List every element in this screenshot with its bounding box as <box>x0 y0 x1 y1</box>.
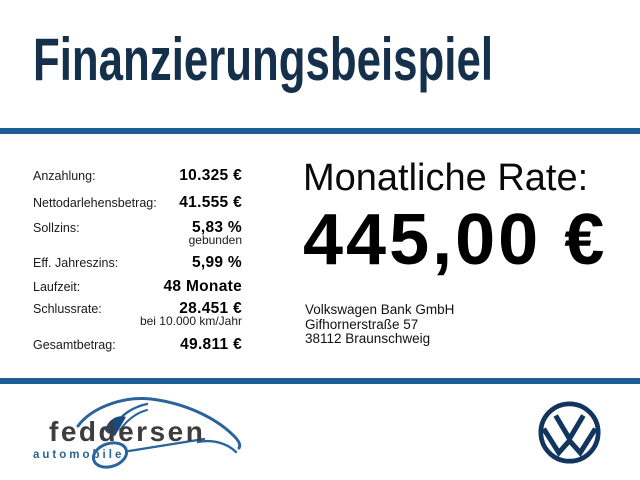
finance-label: Schlussrate: <box>33 302 102 316</box>
finance-label: Laufzeit: <box>33 280 81 294</box>
finance-value: 49.811 € <box>180 336 242 353</box>
car-sketch-icon <box>76 397 242 469</box>
dealer-subtitle: automobile <box>33 449 124 461</box>
finance-value: 5,83 % <box>191 219 242 236</box>
vw-logo-icon <box>538 401 601 464</box>
finance-row-sollzins: Sollzins: 5,83 % <box>33 219 242 237</box>
finance-label: Sollzins: <box>33 221 80 235</box>
finance-row-schlussrate: Schlussrate: 28.451 € <box>33 300 242 318</box>
finance-label: Gesamtbetrag: <box>33 338 116 352</box>
dealer-logo: feddersen automobile <box>33 397 242 469</box>
finance-label: Nettodarlehensbetrag: <box>33 196 157 210</box>
bottom-divider <box>0 378 640 384</box>
bank-city: 38112 Braunschweig <box>305 331 431 346</box>
finance-value: 41.555 € <box>179 194 242 211</box>
finance-label: Eff. Jahreszins: <box>33 256 119 270</box>
bank-street: Gifhornerstraße 57 <box>305 316 419 332</box>
finance-value: 28.451 € <box>179 300 242 317</box>
bank-name: Volkswagen Bank GmbH <box>305 302 455 317</box>
monthly-rate-amount: 445,00 € <box>303 200 608 280</box>
finance-row-gesamtbetrag: Gesamtbetrag: 49.811 € <box>33 336 242 354</box>
finance-value: 5,99 % <box>191 254 242 271</box>
dealer-name: feddersen <box>49 416 205 447</box>
finance-note-sollzins: gebunden <box>188 233 242 247</box>
top-divider <box>0 128 640 134</box>
finance-value: 48 Monate <box>163 278 242 295</box>
finance-row-nettodarlehensbetrag: Nettodarlehensbetrag: 41.555 € <box>33 194 242 212</box>
finance-row-anzahlung: Anzahlung: 10.325 € <box>33 167 242 185</box>
finance-row-laufzeit: Laufzeit: 48 Monate <box>33 278 242 296</box>
finance-note-schlussrate: bei 10.000 km/Jahr <box>139 314 242 328</box>
monthly-rate-heading: Monatliche Rate: <box>303 157 589 199</box>
finance-value: 10.325 € <box>179 167 242 184</box>
finance-label: Anzahlung: <box>33 169 96 183</box>
bank-address: Volkswagen Bank GmbH Gifhornerstraße 57 … <box>305 302 455 347</box>
finance-row-eff-jahreszins: Eff. Jahreszins: 5,99 % <box>33 254 242 272</box>
page-title: Finanzierungsbeispiel <box>33 26 493 93</box>
